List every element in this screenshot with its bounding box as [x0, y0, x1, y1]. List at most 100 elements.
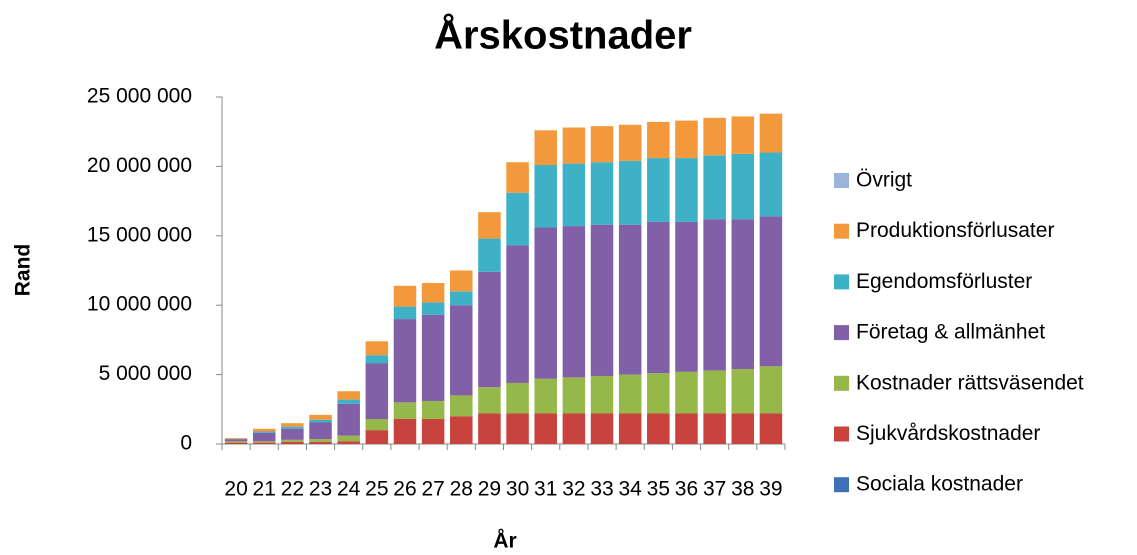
bar-segment: [731, 369, 755, 414]
x-tick-label: 34: [618, 478, 642, 501]
bar-segment: [252, 428, 276, 432]
bar-segment: [534, 165, 557, 228]
bar-segment: [450, 270, 473, 292]
y-tick-label: 25 000 000: [87, 85, 192, 108]
bar-segment: [281, 423, 304, 427]
bar-segment: [647, 121, 670, 159]
legend-swatch: [834, 173, 849, 188]
bar-segment: [224, 438, 248, 439]
bar-segment: [478, 387, 501, 414]
legend-swatch: [834, 375, 849, 391]
bar-segment: [618, 374, 642, 414]
bar-segment: [647, 413, 670, 444]
x-tick-label: 22: [281, 478, 304, 501]
bar-segment: [675, 221, 698, 372]
bar-segment: [562, 163, 586, 227]
bar-segment: [252, 431, 276, 433]
bar-segment: [252, 441, 276, 443]
legend-label: Egendomsförluster: [856, 270, 1032, 293]
bar-segment: [393, 419, 417, 444]
bar-segment: [703, 413, 726, 444]
bar-segment: [450, 395, 473, 417]
bar-segment: [478, 271, 501, 388]
bar-segment: [590, 126, 614, 163]
bar-segment: [393, 285, 417, 307]
bar-segment: [590, 413, 614, 444]
x-tick-label: 24: [337, 478, 361, 501]
bar-segment: [450, 416, 473, 444]
x-tick-label: 23: [309, 478, 332, 501]
y-axis-label: Rand: [12, 244, 35, 297]
bar-segment: [309, 439, 332, 442]
bar-segment: [590, 224, 614, 376]
bar-segment: [337, 435, 360, 442]
legend-label: Övrigt: [856, 169, 912, 192]
bar-segment: [281, 426, 304, 429]
bar-segment: [590, 162, 614, 225]
y-tick-label: 10 000 000: [87, 293, 192, 316]
bar-segment: [337, 403, 360, 436]
bar-segment: [506, 162, 529, 193]
bar-segment: [562, 226, 586, 378]
bar-segment: [759, 152, 783, 217]
bar-segment: [421, 302, 445, 315]
bar-segment: [309, 441, 332, 444]
bar-segment: [365, 363, 389, 420]
bar-segment: [365, 355, 389, 364]
bar-segment: [309, 414, 332, 420]
bar-segment: [703, 117, 726, 156]
bar-segment: [252, 432, 276, 442]
bar-segment: [618, 160, 642, 225]
bar-segment: [252, 442, 276, 444]
bar-segment: [281, 441, 304, 444]
bar-segment: [675, 158, 698, 222]
bar-segment: [647, 221, 670, 374]
bar-segment: [647, 373, 670, 414]
bar-segment: [675, 413, 698, 444]
bar-segment: [337, 441, 360, 444]
bar-segment: [393, 319, 417, 403]
chart-title: Årskostnader: [434, 13, 692, 58]
bar-segment: [309, 419, 332, 423]
bar-segment: [703, 155, 726, 220]
bar-segment: [534, 227, 557, 379]
bar-segment: [731, 153, 755, 220]
x-tick-label: 36: [675, 478, 698, 501]
bar-segment: [647, 158, 670, 222]
bar-segment: [478, 212, 501, 239]
bar-segment: [703, 219, 726, 371]
x-axis-label: År: [493, 529, 516, 553]
bar-segment: [281, 439, 304, 442]
bar-segment: [365, 430, 389, 444]
bar-segment: [365, 341, 389, 356]
bar-segment: [421, 419, 445, 444]
x-tick-label: 31: [534, 478, 557, 501]
legend-swatch: [834, 325, 849, 341]
bar-segment: [759, 113, 783, 153]
bar-segment: [224, 441, 248, 443]
bar-segment: [759, 366, 783, 414]
x-tick-label: 38: [731, 478, 754, 501]
bar-segment: [309, 422, 332, 440]
bar-segment: [731, 219, 755, 370]
x-tick-label: 35: [647, 478, 670, 501]
bar-segment: [450, 305, 473, 396]
bar-segment: [759, 413, 783, 444]
bar-segment: [731, 413, 755, 444]
legend-swatch: [834, 426, 849, 442]
bar-segment: [393, 306, 417, 320]
bar-segment: [534, 378, 557, 414]
bar-segment: [365, 419, 389, 431]
x-tick-label: 26: [393, 478, 416, 501]
legend-swatch: [834, 274, 849, 290]
bar-segment: [703, 370, 726, 414]
y-tick-label: 0: [180, 432, 192, 455]
bar-segment: [562, 127, 586, 164]
legend-swatch: [834, 477, 849, 493]
bar-segment: [590, 375, 614, 414]
bar-segment: [450, 291, 473, 306]
bar-segment: [421, 314, 445, 401]
bar-segment: [506, 245, 529, 383]
legend-label: Sociala kostnader: [856, 473, 1023, 496]
